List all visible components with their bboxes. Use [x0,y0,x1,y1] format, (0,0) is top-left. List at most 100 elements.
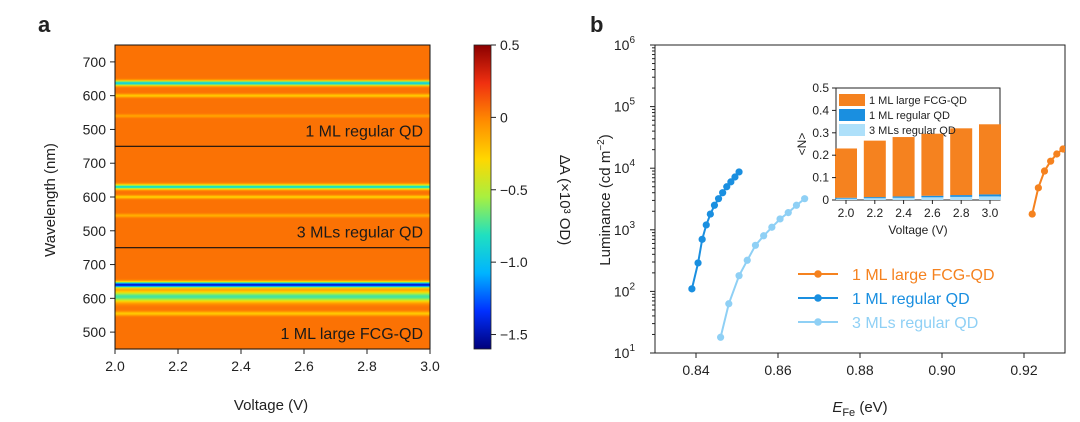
heatmap-row [115,71,430,73]
heatmap-row [115,250,430,253]
heatmap-row [115,163,430,166]
heatmap-row [115,211,430,213]
inset-x-tick-label: 2.8 [953,206,970,220]
heatmap-row [115,342,430,345]
heatmap-y-tick-label: 600 [83,189,107,205]
heatmap-row [115,103,430,106]
heatmap-row [115,57,430,59]
heatmap-row [115,114,430,117]
heatmap-row [115,99,430,102]
heatmap-row [115,331,430,334]
tick-base: 10 [614,283,630,299]
luminance-point [694,259,702,267]
heatmap-row [115,311,430,314]
inset-bar-segment [863,198,886,200]
heatmap-row [115,341,430,344]
heatmap-row [115,168,430,171]
heatmap-row [115,84,430,87]
heatmap-row [115,218,430,220]
heatmap-row [115,111,430,114]
luminance-series-group [717,195,809,341]
heatmap-row [115,65,430,67]
heatmap-row [115,122,430,124]
heatmap-row [115,301,430,303]
y-axis-title-main: Luminance (cd m [597,151,614,266]
colorbar-tick-label: −1.0 [500,254,528,270]
colorbar-tick-label: 0.5 [500,37,520,53]
heatmap-row [115,112,430,115]
heatmap-row [115,255,430,258]
luminance-x-tick-label: 0.84 [682,362,709,378]
heatmap-row [115,78,430,81]
heatmap-row [115,161,430,164]
heatmap-row [115,298,430,300]
heatmap-row [115,335,430,338]
heatmap-row [115,257,430,260]
heatmap-row [115,183,430,186]
tick-base: 10 [614,222,630,238]
heatmap-row [115,58,430,60]
heatmap-row [115,93,430,96]
heatmap-row [115,116,430,119]
heatmap-x-tick-label: 3.0 [420,358,440,374]
heatmap-row [115,46,430,48]
heatmap-row [115,147,430,149]
luminance-point [1059,145,1065,153]
heatmap-row [115,249,430,252]
heatmap-row [115,326,430,329]
inset-legend-swatch [839,94,865,106]
y-axis-title-sup: −2 [596,139,607,151]
heatmap-row [115,133,430,135]
tick-base: 10 [614,99,630,115]
heatmap-row [115,233,430,236]
heatmap-row [115,228,430,231]
colorbar [473,44,492,350]
heatmap-row [115,115,430,118]
heatmap-row [115,66,430,68]
heatmap-row [115,224,430,226]
heatmap-row [115,77,430,80]
heatmap-row [115,229,430,232]
heatmap-row [115,310,430,313]
heatmap-row [115,187,430,190]
heatmap-row [115,132,430,134]
heatmap-row [115,113,430,116]
heatmap-row [115,288,430,290]
heatmap-row [115,104,430,107]
inset-x-tick-label: 2.6 [924,206,941,220]
heatmap-row [115,105,430,108]
heatmap-row [115,284,430,286]
heatmap-row [115,164,430,167]
luminance-point [1034,184,1042,192]
heatmap-row [115,276,430,278]
panel-a-letter: a [38,12,51,37]
inset-bar-segment [921,197,944,200]
heatmap-row [115,61,430,63]
inset-bar-segment [921,195,944,198]
heatmap-row [115,339,430,342]
inset-bar-segment [979,194,1001,197]
heatmap-row [115,253,430,256]
x-axis-unit: (eV) [855,399,888,416]
heatmap-row [115,199,430,201]
luminance-point [723,183,731,191]
heatmap-y-tick-label: 600 [83,88,107,104]
luminance-point [1070,142,1077,149]
heatmap-row [115,332,430,335]
heatmap-row [115,146,430,148]
heatmap-row [115,282,430,284]
heatmap-row [115,144,430,146]
heatmap-row [115,171,430,174]
heatmap-row [115,72,430,74]
legend-label: 1 ML large FCG-QD [852,267,995,284]
heatmap-row [115,89,430,92]
heatmap-row [115,148,430,150]
legend-marker [814,318,822,326]
heatmap-row [115,81,430,84]
luminance-line [690,171,740,290]
heatmap-row [115,123,430,125]
heatmap-row [115,152,430,155]
heatmap-row [115,166,430,169]
colorbar-tick-label: −1.5 [500,327,528,343]
